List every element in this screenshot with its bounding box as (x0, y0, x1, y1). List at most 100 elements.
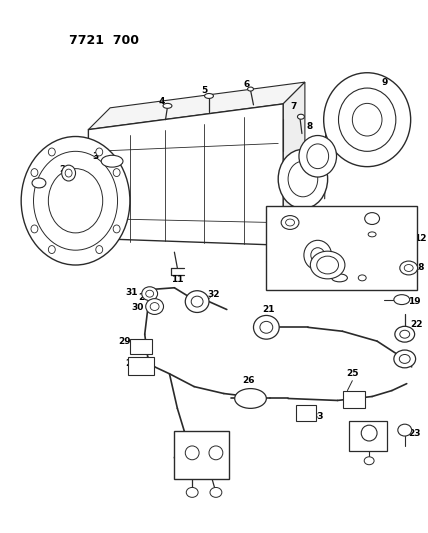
Bar (174, 431, 229, 479)
Ellipse shape (281, 215, 299, 229)
Ellipse shape (400, 261, 418, 275)
Ellipse shape (295, 245, 320, 259)
Ellipse shape (185, 446, 199, 460)
Ellipse shape (48, 246, 55, 254)
Ellipse shape (278, 149, 327, 208)
Ellipse shape (31, 225, 38, 233)
Text: 25: 25 (346, 369, 359, 378)
Text: 7721  700: 7721 700 (68, 34, 139, 47)
Text: 16: 16 (264, 261, 276, 270)
Text: 11: 11 (171, 276, 184, 284)
Ellipse shape (150, 303, 159, 311)
Ellipse shape (361, 425, 377, 441)
Text: 27: 27 (181, 461, 193, 470)
Ellipse shape (205, 93, 214, 99)
Ellipse shape (317, 256, 339, 274)
Ellipse shape (62, 165, 75, 181)
Ellipse shape (210, 488, 222, 497)
Ellipse shape (163, 103, 172, 108)
Text: 21: 21 (262, 305, 274, 314)
Text: 22: 22 (410, 320, 423, 329)
Ellipse shape (101, 155, 123, 167)
Text: 7: 7 (291, 102, 297, 111)
Text: 9: 9 (382, 78, 388, 87)
Ellipse shape (31, 168, 38, 176)
Text: 3: 3 (92, 152, 98, 161)
Polygon shape (89, 82, 305, 130)
Ellipse shape (400, 330, 410, 338)
Ellipse shape (209, 446, 223, 460)
Ellipse shape (358, 275, 366, 281)
Text: 13: 13 (380, 211, 393, 220)
Text: 5: 5 (201, 85, 207, 94)
Ellipse shape (301, 248, 315, 256)
Bar (266, 206, 416, 290)
Ellipse shape (310, 251, 345, 279)
Text: 26: 26 (242, 376, 255, 385)
Text: 20: 20 (139, 293, 151, 302)
Ellipse shape (142, 287, 158, 301)
Text: 32: 32 (208, 290, 220, 299)
Bar (296, 406, 316, 421)
Ellipse shape (304, 240, 332, 270)
Ellipse shape (235, 389, 266, 408)
Ellipse shape (96, 246, 103, 254)
Ellipse shape (113, 225, 120, 233)
Text: 14: 14 (272, 218, 285, 227)
Ellipse shape (96, 148, 103, 156)
Ellipse shape (394, 295, 410, 304)
Ellipse shape (113, 168, 120, 176)
Ellipse shape (339, 88, 396, 151)
Ellipse shape (365, 213, 380, 224)
Ellipse shape (260, 321, 273, 333)
Ellipse shape (191, 296, 203, 307)
Ellipse shape (185, 290, 209, 312)
Ellipse shape (404, 264, 413, 271)
Ellipse shape (364, 457, 374, 465)
Text: 15: 15 (264, 248, 276, 257)
Ellipse shape (285, 219, 294, 226)
Ellipse shape (352, 103, 382, 136)
Text: 6: 6 (244, 79, 250, 88)
Text: 19: 19 (408, 297, 421, 306)
Ellipse shape (33, 151, 118, 250)
Text: 29: 29 (119, 337, 131, 345)
Ellipse shape (324, 72, 411, 167)
Ellipse shape (399, 354, 410, 364)
Text: 31: 31 (126, 288, 138, 297)
Text: 28: 28 (126, 359, 138, 368)
Text: 2: 2 (59, 165, 66, 174)
Ellipse shape (311, 248, 325, 263)
Text: 30: 30 (132, 303, 144, 312)
Ellipse shape (297, 114, 304, 119)
Text: 23: 23 (408, 429, 421, 438)
Ellipse shape (48, 168, 103, 233)
Ellipse shape (21, 136, 130, 265)
Ellipse shape (186, 488, 198, 497)
Bar (343, 391, 365, 408)
Ellipse shape (48, 148, 55, 156)
Ellipse shape (398, 424, 412, 436)
Ellipse shape (332, 274, 348, 282)
Polygon shape (89, 104, 283, 245)
Bar (128, 357, 154, 375)
Text: 18: 18 (412, 263, 425, 272)
Text: 1: 1 (36, 181, 42, 190)
Text: 4: 4 (158, 98, 165, 107)
Bar (130, 339, 152, 354)
Ellipse shape (247, 87, 253, 91)
Text: 33: 33 (312, 412, 324, 421)
Ellipse shape (32, 178, 46, 188)
Text: 10: 10 (314, 257, 326, 266)
Ellipse shape (146, 298, 163, 314)
Ellipse shape (368, 232, 376, 237)
Polygon shape (283, 82, 305, 245)
Text: 17: 17 (297, 277, 309, 286)
Ellipse shape (307, 144, 329, 168)
Ellipse shape (394, 350, 416, 368)
Text: 24: 24 (376, 432, 388, 441)
Ellipse shape (299, 135, 336, 177)
Ellipse shape (395, 326, 415, 342)
Text: 12: 12 (414, 234, 427, 243)
Ellipse shape (288, 161, 318, 197)
